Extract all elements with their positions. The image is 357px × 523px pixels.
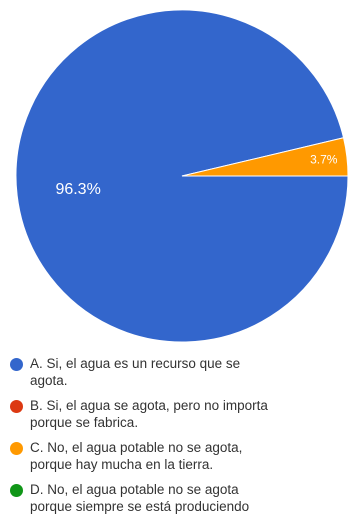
pie-slice-label-2: 3.7% <box>310 152 338 166</box>
pie-chart: 96.3% 3.7% <box>15 9 349 343</box>
legend-swatch-a <box>10 358 23 371</box>
legend-swatch-b <box>10 400 23 413</box>
legend-label-a: A. Si, el agua es un recurso que se agot… <box>30 356 241 388</box>
legend-item-c[interactable]: C. No, el agua potable no se agota, porq… <box>10 439 357 473</box>
legend-item-d[interactable]: D. No, el agua potable no se agota porqu… <box>10 481 357 515</box>
pie-slice-label-1: 96.3% <box>55 181 100 198</box>
legend-label-c: C. No, el agua potable no se agota, porq… <box>30 440 243 472</box>
legend-label-b: B. Si, el agua se agota, pero no importa… <box>30 398 268 430</box>
legend-label-d: D. No, el agua potable no se agota porqu… <box>30 482 250 514</box>
pie-slice-2[interactable] <box>181 137 349 177</box>
legend-item-a[interactable]: A. Si, el agua es un recurso que se agot… <box>10 355 357 389</box>
legend-swatch-c <box>10 442 23 455</box>
legend-swatch-d <box>10 484 23 497</box>
legend-item-b[interactable]: B. Si, el agua se agota, pero no importa… <box>10 397 357 431</box>
chart-legend: A. Si, el agua es un recurso que se agot… <box>10 355 357 523</box>
